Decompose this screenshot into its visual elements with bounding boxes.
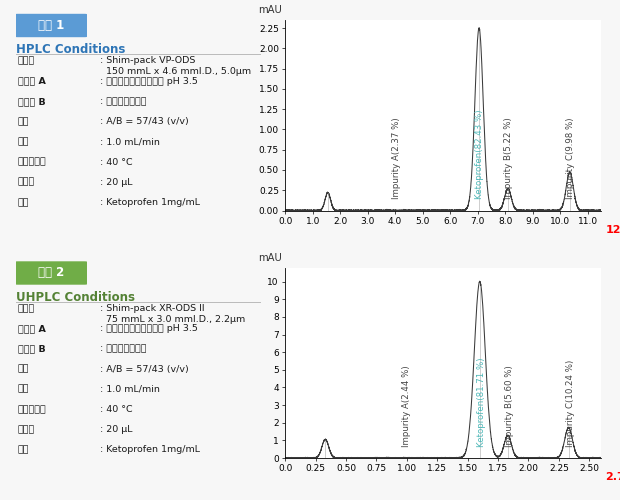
Text: : アセトニトリル: : アセトニトリル — [100, 344, 146, 354]
Text: : 1.0 mL/min: : 1.0 mL/min — [100, 385, 160, 394]
Text: カラム: カラム — [18, 56, 35, 66]
Text: Impurity C(10.24 %): Impurity C(10.24 %) — [566, 360, 575, 446]
Text: Impurity A(2.37 %): Impurity A(2.37 %) — [392, 118, 401, 199]
Text: : りん酸カリウム緩衝液 pH 3.5: : りん酸カリウム緩衝液 pH 3.5 — [100, 324, 198, 333]
Text: カラム温度: カラム温度 — [18, 405, 46, 414]
FancyBboxPatch shape — [14, 262, 88, 284]
Text: : りん酸カリウム緩衝液 pH 3.5: : りん酸カリウム緩衝液 pH 3.5 — [100, 76, 198, 86]
Text: 12.0: 12.0 — [605, 225, 620, 235]
Text: HPLC Conditions: HPLC Conditions — [16, 44, 125, 57]
Text: : 40 °C: : 40 °C — [100, 405, 133, 414]
Text: mAU: mAU — [259, 252, 282, 262]
Text: 移動相 B: 移動相 B — [18, 344, 46, 354]
Text: : 20 μL: : 20 μL — [100, 425, 133, 434]
Text: 2.75: 2.75 — [605, 472, 620, 482]
Text: 注入量: 注入量 — [18, 425, 35, 434]
Text: 移動相 B: 移動相 B — [18, 97, 46, 106]
Text: 流路 1: 流路 1 — [38, 19, 64, 32]
Text: 移動相 A: 移動相 A — [18, 76, 46, 86]
Text: : アセトニトリル: : アセトニトリル — [100, 97, 146, 106]
Text: カラム温度: カラム温度 — [18, 158, 46, 166]
Text: 流路 2: 流路 2 — [38, 266, 64, 280]
FancyBboxPatch shape — [14, 14, 88, 37]
Text: 試料: 試料 — [18, 198, 29, 207]
Text: : A/B = 57/43 (v/v): : A/B = 57/43 (v/v) — [100, 117, 188, 126]
Text: : Ketoprofen 1mg/mL: : Ketoprofen 1mg/mL — [100, 446, 200, 454]
Text: : A/B = 57/43 (v/v): : A/B = 57/43 (v/v) — [100, 364, 188, 374]
Text: 組成: 組成 — [18, 364, 29, 374]
Text: : Shim-pack VP-ODS: : Shim-pack VP-ODS — [100, 56, 195, 66]
Text: mAU: mAU — [259, 5, 282, 15]
Text: 流量: 流量 — [18, 385, 29, 394]
Text: : 20 μL: : 20 μL — [100, 178, 133, 186]
Text: 移動相 A: 移動相 A — [18, 324, 46, 333]
Text: 75 mmL x 3.0 mmI.D., 2.2μm: 75 mmL x 3.0 mmI.D., 2.2μm — [100, 314, 246, 324]
Text: 流量: 流量 — [18, 138, 29, 146]
Text: Impurity B(5.60 %): Impurity B(5.60 %) — [505, 365, 514, 446]
Text: UHPLC Conditions: UHPLC Conditions — [16, 291, 135, 304]
Text: Impurity B(5.22 %): Impurity B(5.22 %) — [504, 118, 513, 199]
Text: カラム: カラム — [18, 304, 35, 313]
Text: : Shim-pack XR-ODS II: : Shim-pack XR-ODS II — [100, 304, 205, 313]
Text: : 40 °C: : 40 °C — [100, 158, 133, 166]
Text: : 1.0 mL/min: : 1.0 mL/min — [100, 138, 160, 146]
Text: 150 mmL x 4.6 mmI.D., 5.0μm: 150 mmL x 4.6 mmI.D., 5.0μm — [100, 67, 251, 76]
Text: 注入量: 注入量 — [18, 178, 35, 186]
Text: Ketoprofen(82.43 %): Ketoprofen(82.43 %) — [475, 110, 484, 199]
Text: Ketoprofen(81.71 %): Ketoprofen(81.71 %) — [477, 357, 486, 446]
Text: Impurity A(2.44 %): Impurity A(2.44 %) — [402, 365, 411, 446]
Text: 組成: 組成 — [18, 117, 29, 126]
Text: : Ketoprofen 1mg/mL: : Ketoprofen 1mg/mL — [100, 198, 200, 207]
Text: 試料: 試料 — [18, 446, 29, 454]
Text: Impurity C(9.98 %): Impurity C(9.98 %) — [566, 118, 575, 199]
